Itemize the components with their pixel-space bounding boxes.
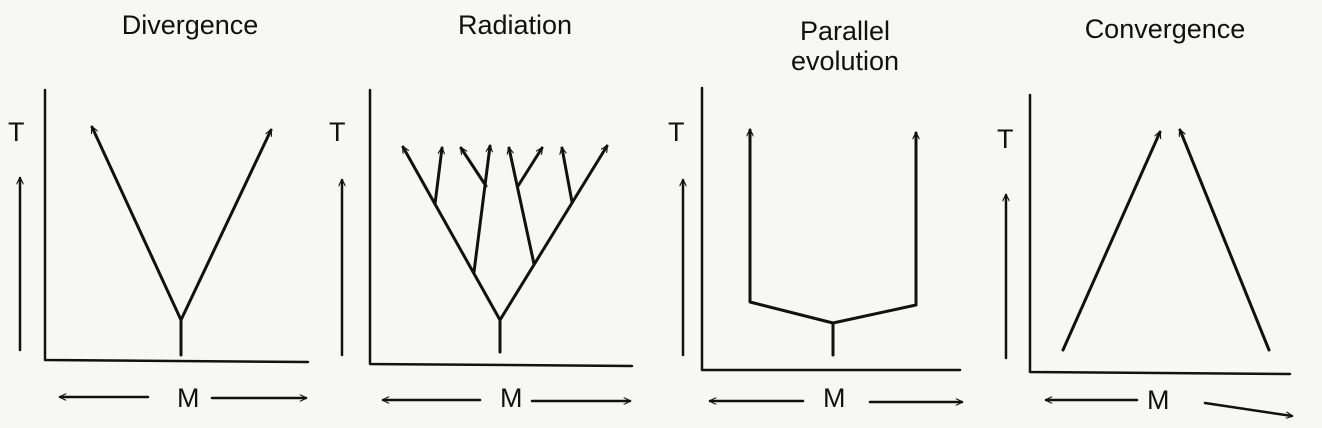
- convergence-title: Convergence: [1084, 14, 1246, 44]
- convergence-lineage-right: [1178, 128, 1271, 352]
- divergence-y-label: T: [8, 117, 25, 147]
- radiation-x-label: M: [500, 383, 523, 413]
- divergence-title: Divergence: [121, 10, 259, 40]
- convergence-panel: [1006, 93, 1294, 416]
- radiation-panel: [342, 88, 634, 401]
- radiation-sub-2: [472, 144, 490, 274]
- convergence-lineage-left: [1061, 130, 1162, 352]
- convergence-axes: [1028, 93, 1292, 376]
- radiation-sub-5: [516, 146, 544, 188]
- convergence-y-label: T: [997, 124, 1014, 154]
- radiation-sub-4: [509, 146, 536, 266]
- divergence-branch-left: [90, 125, 183, 322]
- parallel-evolution-title: Parallel evolution: [790, 16, 900, 76]
- parallel-branch-left: [750, 128, 835, 325]
- parallel-branch-right: [831, 131, 916, 325]
- radiation-sub-3: [459, 146, 488, 188]
- parallel-axes: [700, 86, 962, 372]
- radiation-axes: [368, 88, 634, 368]
- radiation-sub-1: [433, 146, 442, 206]
- parallel-y-label: T: [668, 117, 685, 147]
- convergence-x-label: M: [1147, 385, 1170, 415]
- parallel-evolution-panel: [683, 86, 964, 402]
- divergence-axes: [43, 88, 310, 364]
- divergence-branch-right: [179, 128, 273, 322]
- radiation-title: Radiation: [457, 10, 573, 40]
- divergence-panel: [20, 88, 310, 398]
- radiation-main-right: [498, 144, 609, 322]
- radiation-y-label: T: [329, 117, 346, 147]
- convergence-morph-arrow-right: [1203, 401, 1294, 416]
- parallel-x-label: M: [823, 383, 846, 413]
- radiation-sub-6: [562, 146, 574, 204]
- radiation-main-left: [401, 145, 502, 322]
- divergence-x-label: M: [177, 383, 200, 413]
